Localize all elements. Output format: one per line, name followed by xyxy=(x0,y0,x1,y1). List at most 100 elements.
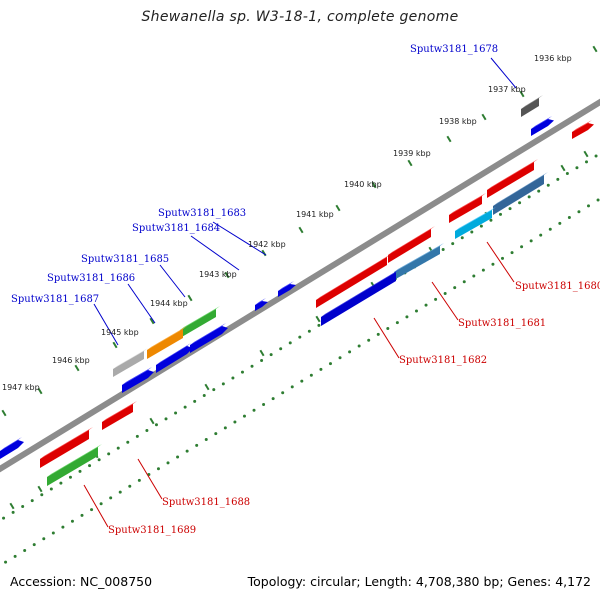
scale-label: 1938 kbp xyxy=(439,117,477,126)
outer-scale-tick xyxy=(224,271,230,279)
outer-track-dot xyxy=(240,370,244,374)
topology-text: Topology: circular; Length: 4,708,380 bp… xyxy=(247,574,591,589)
outer-track-dot xyxy=(212,388,216,392)
inner-track-dot xyxy=(577,210,581,214)
outer-track-dot xyxy=(441,247,445,251)
gene-block-red[interactable] xyxy=(40,427,93,468)
outer-scale-tick xyxy=(446,135,452,143)
gene-label-reverse[interactable]: Sputw3181_1682 xyxy=(399,355,487,366)
gene-block-cyan[interactable] xyxy=(455,207,496,239)
inner-track-dot xyxy=(481,268,485,272)
gene-label-forward[interactable]: Sputw3181_1685 xyxy=(81,254,169,265)
gene-label-forward[interactable]: Sputw3181_1684 xyxy=(132,223,220,234)
gene-arrow-face xyxy=(572,123,594,139)
gene-block-steelblue[interactable] xyxy=(394,243,444,280)
inner-track-dot xyxy=(395,321,399,325)
inner-track-dot xyxy=(176,455,180,459)
gene-block-face xyxy=(455,210,492,239)
inner-track-dot xyxy=(128,484,132,488)
inner-track-dot xyxy=(252,408,256,412)
gene-block-top xyxy=(449,193,486,215)
inner-track-dot xyxy=(338,356,342,360)
gene-block-red[interactable] xyxy=(102,401,137,430)
gene-block-gray[interactable] xyxy=(521,95,543,117)
gene-label-reverse[interactable]: Sputw3181_1681 xyxy=(458,318,546,329)
gene-block-face xyxy=(321,272,396,326)
gene-arrow-blue[interactable] xyxy=(278,281,296,297)
outer-scale-tick xyxy=(37,387,43,395)
gene-arrow-blue[interactable] xyxy=(122,367,154,393)
inner-scale-tick xyxy=(9,502,15,510)
inner-track-dot xyxy=(548,227,552,231)
gene-arrow-blue[interactable] xyxy=(190,323,228,353)
gene-block-red[interactable] xyxy=(388,226,435,263)
gene-label-forward[interactable]: Sputw3181_1678 xyxy=(410,44,498,55)
outer-track-dot xyxy=(59,481,63,485)
outer-scale-tick xyxy=(371,181,377,189)
outer-track-dot xyxy=(518,201,522,205)
gene-block-lightgray[interactable] xyxy=(113,348,148,377)
scale-label: 1939 kbp xyxy=(393,149,431,158)
inner-track-dot xyxy=(51,531,55,535)
label-leader-lines xyxy=(83,57,517,528)
scale-label: 1936 kbp xyxy=(534,54,572,63)
outer-track-dot xyxy=(508,207,512,211)
gene-block-face xyxy=(180,309,216,338)
gene-block-face xyxy=(47,447,98,486)
gene-label-forward[interactable]: Sputw3181_1683 xyxy=(158,208,246,219)
outer-track-dot xyxy=(470,230,474,234)
inner-track-dot xyxy=(348,350,352,354)
outer-track-dot xyxy=(260,358,264,362)
outer-track-dot xyxy=(307,329,311,333)
outer-track-dot xyxy=(317,323,321,327)
gene-block-red[interactable] xyxy=(316,254,391,308)
gene-block-face xyxy=(147,329,183,359)
gene-block-top xyxy=(102,401,137,422)
outer-track-dot xyxy=(174,411,178,415)
label-leader xyxy=(137,458,163,500)
inner-track-dot xyxy=(462,280,466,284)
gene-label-reverse[interactable]: Sputw3181_1689 xyxy=(108,525,196,536)
gene-arrow-face xyxy=(531,119,554,136)
inner-track-dot xyxy=(290,385,294,389)
gene-block-steelblue[interactable] xyxy=(493,172,548,215)
gene-arrow-top xyxy=(572,120,592,132)
outer-track-dot xyxy=(556,177,560,181)
outer-track-dot xyxy=(107,452,111,456)
inner-track-dot xyxy=(567,216,571,220)
gene-block-green[interactable] xyxy=(47,444,102,486)
gene-block-red[interactable] xyxy=(487,159,538,198)
gene-block-orange[interactable] xyxy=(147,326,187,359)
inner-track-dot xyxy=(472,274,476,278)
gene-block-top xyxy=(487,159,538,190)
outer-track-dot xyxy=(221,382,225,386)
gene-label-forward[interactable]: Sputw3181_1687 xyxy=(11,294,99,305)
gene-arrow-blue[interactable] xyxy=(156,343,193,373)
gene-block-green[interactable] xyxy=(180,306,220,338)
scale-label: 1944 kbp xyxy=(150,299,188,308)
inner-track-dot xyxy=(300,379,304,383)
outer-scale-tick xyxy=(481,113,487,121)
scale-label: 1937 kbp xyxy=(488,85,526,94)
gene-arrow-blue[interactable] xyxy=(0,437,24,459)
inner-scale-tick xyxy=(259,349,265,357)
gene-block-red[interactable] xyxy=(449,193,486,223)
outer-track-dot xyxy=(97,458,101,462)
inner-track-dot xyxy=(376,332,380,336)
gene-arrow-blue[interactable] xyxy=(531,116,554,136)
inner-track-dot xyxy=(539,233,543,237)
inner-track-dot xyxy=(386,327,390,331)
gene-arrow-red[interactable] xyxy=(572,120,594,139)
gene-block-top xyxy=(394,243,444,272)
gene-block-blue[interactable] xyxy=(321,269,400,326)
scale-label: 1947 kbp xyxy=(2,383,40,392)
label-leader xyxy=(190,235,240,271)
inner-track-dot xyxy=(233,420,237,424)
inner-track-dot xyxy=(414,309,418,313)
inner-track-dot xyxy=(156,467,160,471)
outer-track-dot xyxy=(193,399,197,403)
gene-label-forward[interactable]: Sputw3181_1686 xyxy=(47,273,135,284)
gene-label-reverse[interactable]: Sputw3181_1680 xyxy=(515,281,600,292)
gene-arrow-blue[interactable] xyxy=(255,298,268,311)
gene-label-reverse[interactable]: Sputw3181_1688 xyxy=(162,497,250,508)
